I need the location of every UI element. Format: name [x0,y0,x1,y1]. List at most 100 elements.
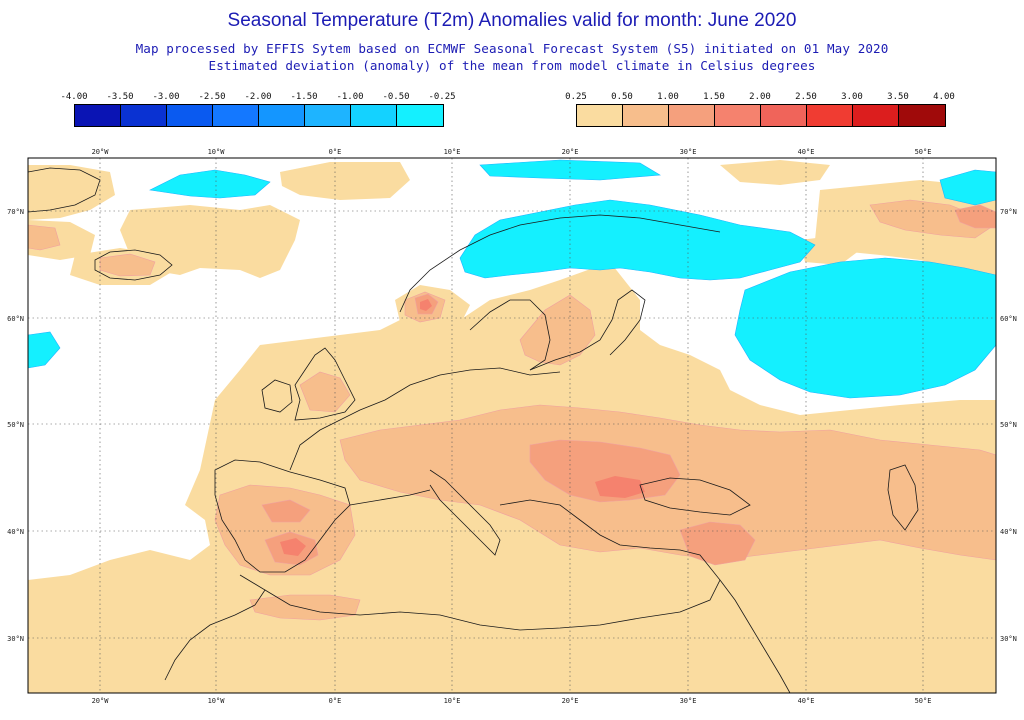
lat-label-right: 60°N [1000,315,1017,323]
lat-label-left: 30°N [7,635,24,643]
lon-label-bottom: 10°E [444,697,461,705]
colorbar-swatch [899,105,945,126]
lon-label-top: 10°W [208,148,226,156]
colorbar-swatch [715,105,761,126]
coast-greenland [28,167,101,213]
colorbar-tick-label: -2.00 [244,92,272,102]
colorbar-swatch [121,105,167,126]
lon-label-bottom: 50°E [915,697,932,705]
warm-region-finland-east [800,235,860,265]
lat-label-right: 40°N [1000,528,1017,536]
warm-region-sweden [519,294,596,366]
colorbar-tick-label: 3.50 [887,92,909,102]
colorbar-negative-labels: -4.00 -3.50 -3.00 -2.50 -2.00 -1.50 -1.00 -0.50… [60,92,455,104]
colorbar-swatch [669,105,715,126]
warm-core-romania [595,476,645,498]
coast-italy [429,469,501,556]
coast-caspian [887,464,919,531]
colorbar-swatch [761,105,807,126]
lon-label-top: 20°E [562,148,579,156]
colorbar-tick-label: -2.50 [198,92,226,102]
colorbar-tick-label: 4.00 [933,92,955,102]
lon-label-top: 0°E [329,148,342,156]
coastlines [28,167,919,693]
colorbar-tick-label: -3.00 [152,92,180,102]
lon-label-top: 50°E [915,148,932,156]
warm-region-iceland-core [99,253,156,277]
map-subtitle-description: Estimated deviation (anomaly) of the mea… [208,58,816,73]
colorbar-tick-label: 0.50 [611,92,633,102]
lon-label-top: 40°E [798,148,815,156]
lon-label-bottom: 10°W [208,697,226,705]
coast-baltic [529,289,646,371]
colorbar-tick-label: -4.00 [60,92,88,102]
lat-label-left: 70°N [7,208,24,216]
colorbar-tick-label: -1.50 [290,92,318,102]
cold-region-atlantic-west [28,331,61,369]
coast-iceland [94,249,173,281]
anomaly-layer-1-50 [280,299,645,556]
colorbar-tick-label: -1.00 [336,92,364,102]
lat-label-left: 50°N [7,421,24,429]
colorbar-swatch [853,105,899,126]
colorbar-swatch [577,105,623,126]
warm-region-atlantic-west [28,224,61,251]
coast-black-sea [639,477,751,516]
warm-core-iberia [280,538,306,556]
coast-uk [294,347,356,421]
lon-label-top: 20°W [92,148,110,156]
colorbar-positive: 0.25 0.50 1.00 1.50 2.00 2.50 3.00 3.50 4.00 [565,92,955,127]
coast-red-sea [719,579,791,693]
colorbar-negative: -4.00 -3.50 -3.00 -2.50 -2.00 -1.50 -1.00 -0.50… [60,92,456,127]
lon-label-bottom: 20°W [92,697,110,705]
lon-label-bottom: 0°E [329,697,342,705]
coast-mediterranean [264,489,721,631]
colorbar-tick-label: 1.50 [703,92,725,102]
colorbar-tick-label: 3.00 [841,92,863,102]
lon-label-bottom: 20°E [562,697,579,705]
lat-label-left: 40°N [7,528,24,536]
colorbar-swatch [351,105,397,126]
map-subtitle-processing: Map processed by EFFIS Sytem based on EC… [135,41,889,56]
warm-region-greenland-east [28,165,115,220]
lat-label-right: 30°N [1000,635,1017,643]
colorbar-swatch [75,105,121,126]
graticule [28,158,996,693]
colorbar-swatch [259,105,305,126]
coast-africa [164,574,266,681]
colorbar-swatch [167,105,213,126]
lon-label-top: 30°E [680,148,697,156]
warm-region-iberia [214,484,356,576]
lon-label-top: 10°E [444,148,461,156]
colorbar-tick-label: -0.25 [428,92,456,102]
warm-region-iberia-north [261,499,311,523]
map-frame [27,157,997,694]
cold-region-greenland-sea [149,169,271,199]
cold-region-svalbard [939,169,996,206]
coast-france-germany [289,367,561,471]
warm-region-atlantic-ne [280,162,410,200]
lon-label-bottom: 40°E [798,697,815,705]
colorbar-positive-swatches [576,104,946,127]
colorbar-swatch [213,105,259,126]
colorbar-negative-swatches [74,104,444,127]
lat-label-right: 70°N [1000,208,1017,216]
warm-region-turkey [679,521,756,566]
warm-region-arctic-islands [720,160,830,185]
colorbar-tick-label: -3.50 [106,92,134,102]
lat-label-right: 50°N [1000,421,1017,429]
colorbar-tick-label: -0.50 [382,92,410,102]
cold-region-arctic-strip [479,159,661,181]
warm-core-norway [420,299,432,311]
colorbar-swatch [397,105,443,126]
coast-iberia [214,459,351,573]
colorbar-swatch [305,105,351,126]
colorbar-tick-label: 1.00 [657,92,679,102]
map-title: Seasonal Temperature (T2m) Anomalies val… [227,10,797,31]
colorbar-tick-label: 2.50 [795,92,817,102]
warm-region-uk [299,371,351,413]
colorbar-positive-labels: 0.25 0.50 1.00 1.50 2.00 2.50 3.00 3.50 4.00 [565,92,955,104]
coast-ireland [261,379,293,413]
colorbar-swatch [623,105,669,126]
